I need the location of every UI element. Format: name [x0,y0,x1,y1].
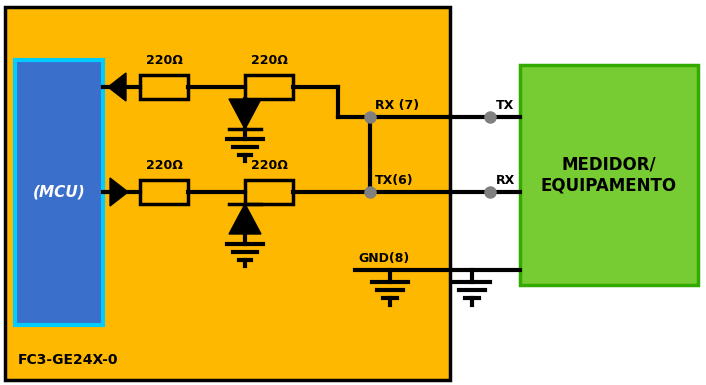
Polygon shape [229,204,261,234]
Text: FC3-GE24X-0: FC3-GE24X-0 [18,353,119,367]
Bar [520,65,698,285]
Text: 220Ω: 220Ω [145,54,182,67]
Bar [15,60,103,325]
Text: GND(8): GND(8) [358,252,409,265]
Text: RX: RX [496,174,515,187]
Text: TX(6): TX(6) [375,174,414,187]
Polygon shape [110,178,128,206]
Text: (MCU): (MCU) [32,184,85,199]
Text: RX (7): RX (7) [375,99,419,112]
Text: 220Ω: 220Ω [251,54,287,67]
Text: 220Ω: 220Ω [251,159,287,172]
Bar [245,180,293,204]
Bar [140,75,188,99]
Text: MEDIDOR/
EQUIPAMENTO: MEDIDOR/ EQUIPAMENTO [541,156,677,194]
Bar [245,75,293,99]
Bar [140,180,188,204]
Polygon shape [108,73,126,101]
Polygon shape [229,99,261,129]
Text: TX: TX [496,99,514,112]
Text: 220Ω: 220Ω [145,159,182,172]
Bar [5,7,450,380]
